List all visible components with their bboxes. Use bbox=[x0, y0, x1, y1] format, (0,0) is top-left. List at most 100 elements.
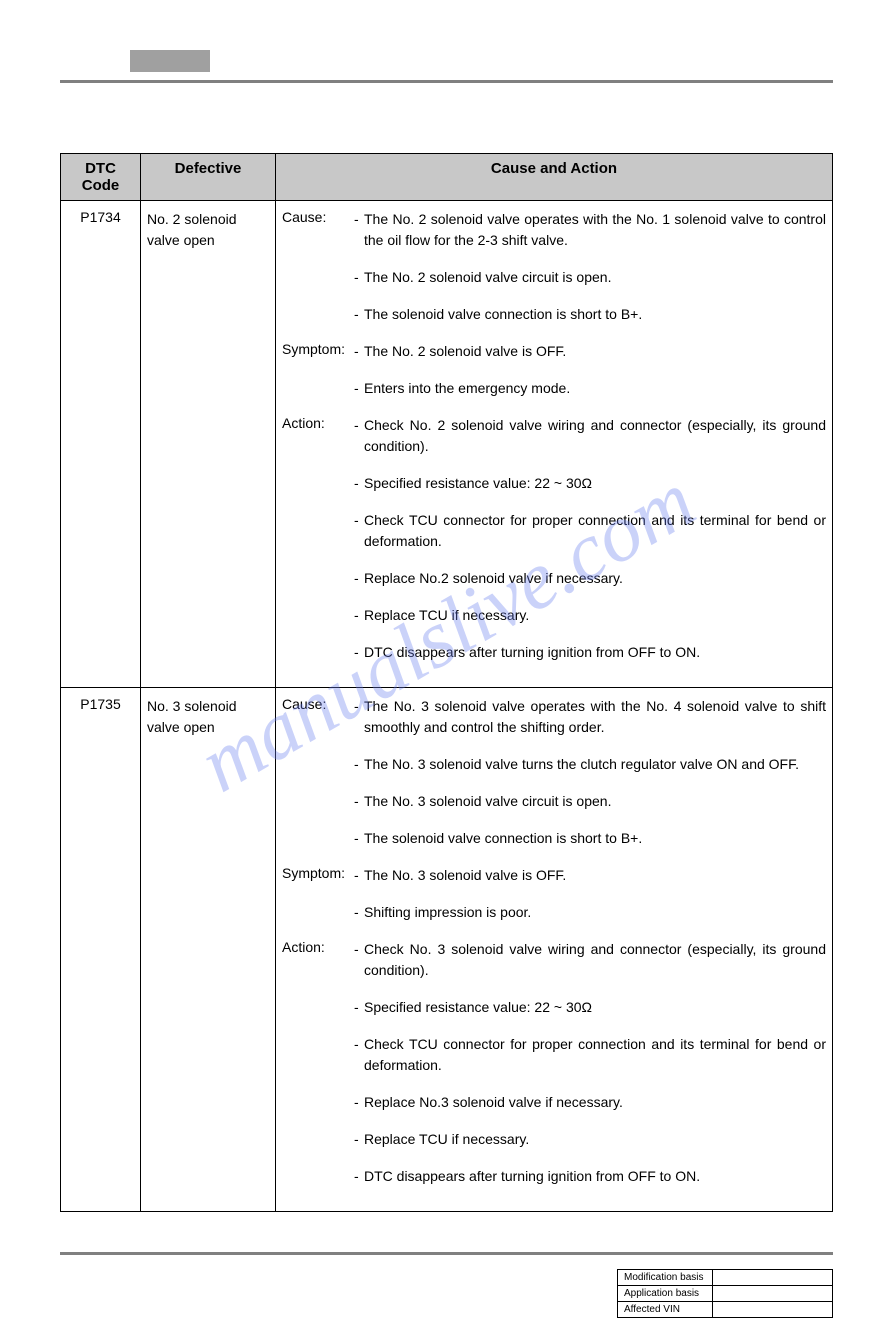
section-body: -The solenoid valve connection is short … bbox=[354, 828, 826, 859]
section-row: -The No. 2 solenoid valve circuit is ope… bbox=[282, 267, 826, 298]
list-item: -The No. 3 solenoid valve turns the clut… bbox=[354, 754, 826, 775]
list-item: -The solenoid valve connection is short … bbox=[354, 828, 826, 849]
footer-value bbox=[713, 1286, 833, 1302]
section-body: -The solenoid valve connection is short … bbox=[354, 304, 826, 335]
item-text: The No. 2 solenoid valve operates with t… bbox=[364, 209, 826, 251]
list-item: -Check No. 2 solenoid valve wiring and c… bbox=[354, 415, 826, 457]
section-row: -DTC disappears after turning ignition f… bbox=[282, 1166, 826, 1197]
list-item: -Shifting impression is poor. bbox=[354, 902, 826, 923]
dash-icon: - bbox=[354, 209, 364, 251]
list-item: -The No. 2 solenoid valve operates with … bbox=[354, 209, 826, 251]
dash-icon: - bbox=[354, 1129, 364, 1150]
item-text: Check TCU connector for proper connectio… bbox=[364, 1034, 826, 1076]
list-item: -Enters into the emergency mode. bbox=[354, 378, 826, 399]
header-cause-action: Cause and Action bbox=[276, 154, 833, 201]
section-row: -Check TCU connector for proper connecti… bbox=[282, 510, 826, 562]
section-label bbox=[282, 605, 354, 636]
section-row: -The solenoid valve connection is short … bbox=[282, 828, 826, 859]
section-row: Symptom:-The No. 2 solenoid valve is OFF… bbox=[282, 341, 826, 372]
section-body: -DTC disappears after turning ignition f… bbox=[354, 1166, 826, 1197]
list-item: -Specified resistance value: 22 ~ 30Ω bbox=[354, 473, 826, 494]
dash-icon: - bbox=[354, 341, 364, 362]
section-label bbox=[282, 267, 354, 298]
section-label: Symptom: bbox=[282, 341, 354, 372]
dash-icon: - bbox=[354, 1034, 364, 1076]
section-row: -Specified resistance value: 22 ~ 30Ω bbox=[282, 473, 826, 504]
dash-icon: - bbox=[354, 304, 364, 325]
dash-icon: - bbox=[354, 605, 364, 626]
section-row: -The No. 3 solenoid valve turns the clut… bbox=[282, 754, 826, 785]
section-row: -The No. 3 solenoid valve circuit is ope… bbox=[282, 791, 826, 822]
item-text: The No. 2 solenoid valve circuit is open… bbox=[364, 267, 826, 288]
section-label: Action: bbox=[282, 939, 354, 991]
item-text: Replace TCU if necessary. bbox=[364, 1129, 826, 1150]
section-label: Symptom: bbox=[282, 865, 354, 896]
dash-icon: - bbox=[354, 1166, 364, 1187]
section-row: Action:-Check No. 2 solenoid valve wirin… bbox=[282, 415, 826, 467]
section-label bbox=[282, 568, 354, 599]
item-text: Shifting impression is poor. bbox=[364, 902, 826, 923]
item-text: Specified resistance value: 22 ~ 30Ω bbox=[364, 473, 826, 494]
section-row: Cause:-The No. 3 solenoid valve operates… bbox=[282, 696, 826, 748]
item-text: Check TCU connector for proper connectio… bbox=[364, 510, 826, 552]
section-label bbox=[282, 902, 354, 933]
item-text: The solenoid valve connection is short t… bbox=[364, 304, 826, 325]
list-item: -The No. 3 solenoid valve operates with … bbox=[354, 696, 826, 738]
section-row: -Check TCU connector for proper connecti… bbox=[282, 1034, 826, 1086]
section-row: -Replace No.3 solenoid valve if necessar… bbox=[282, 1092, 826, 1123]
section-body: -The No. 2 solenoid valve circuit is ope… bbox=[354, 267, 826, 298]
dtc-code-cell: P1735 bbox=[61, 688, 141, 1212]
section-body: -The No. 3 solenoid valve circuit is ope… bbox=[354, 791, 826, 822]
section-row: -The solenoid valve connection is short … bbox=[282, 304, 826, 335]
dash-icon: - bbox=[354, 997, 364, 1018]
item-text: DTC disappears after turning ignition fr… bbox=[364, 642, 826, 663]
cause-action-cell: Cause:-The No. 2 solenoid valve operates… bbox=[276, 201, 833, 688]
item-text: Specified resistance value: 22 ~ 30Ω bbox=[364, 997, 826, 1018]
header-grey-block bbox=[130, 50, 210, 72]
footer-label: Affected VIN bbox=[618, 1302, 713, 1318]
table-row: P1735No. 3 solenoid valve openCause:-The… bbox=[61, 688, 833, 1212]
dash-icon: - bbox=[354, 902, 364, 923]
list-item: -Replace No.2 solenoid valve if necessar… bbox=[354, 568, 826, 589]
footer-value bbox=[713, 1302, 833, 1318]
section-label bbox=[282, 1034, 354, 1086]
section-body: -Enters into the emergency mode. bbox=[354, 378, 826, 409]
item-text: Enters into the emergency mode. bbox=[364, 378, 826, 399]
list-item: -Check TCU connector for proper connecti… bbox=[354, 1034, 826, 1076]
footer-row: Application basis bbox=[618, 1286, 833, 1302]
section-row: Cause:-The No. 2 solenoid valve operates… bbox=[282, 209, 826, 261]
dash-icon: - bbox=[354, 642, 364, 663]
dash-icon: - bbox=[354, 415, 364, 457]
section-label: Action: bbox=[282, 415, 354, 467]
section-body: -The No. 2 solenoid valve is OFF. bbox=[354, 341, 826, 372]
item-text: Check No. 3 solenoid valve wiring and co… bbox=[364, 939, 826, 981]
section-row: -Replace No.2 solenoid valve if necessar… bbox=[282, 568, 826, 599]
item-text: The No. 3 solenoid valve turns the clutc… bbox=[364, 754, 826, 775]
item-text: The No. 3 solenoid valve is OFF. bbox=[364, 865, 826, 886]
item-text: The No. 3 solenoid valve circuit is open… bbox=[364, 791, 826, 812]
section-body: -Check No. 2 solenoid valve wiring and c… bbox=[354, 415, 826, 467]
dash-icon: - bbox=[354, 568, 364, 589]
list-item: -The No. 3 solenoid valve is OFF. bbox=[354, 865, 826, 886]
footer-row: Modification basis bbox=[618, 1270, 833, 1286]
section-label bbox=[282, 510, 354, 562]
section-row: -Replace TCU if necessary. bbox=[282, 605, 826, 636]
dash-icon: - bbox=[354, 791, 364, 812]
item-text: DTC disappears after turning ignition fr… bbox=[364, 1166, 826, 1187]
bottom-horizontal-rule bbox=[60, 1252, 833, 1255]
list-item: -The No. 2 solenoid valve circuit is ope… bbox=[354, 267, 826, 288]
dtc-code-cell: P1734 bbox=[61, 201, 141, 688]
section-label bbox=[282, 828, 354, 859]
dash-icon: - bbox=[354, 510, 364, 552]
table-header-row: DTC Code Defective Cause and Action bbox=[61, 154, 833, 201]
footer-value bbox=[713, 1270, 833, 1286]
item-text: Replace No.2 solenoid valve if necessary… bbox=[364, 568, 826, 589]
cause-action-cell: Cause:-The No. 3 solenoid valve operates… bbox=[276, 688, 833, 1212]
item-text: The No. 3 solenoid valve operates with t… bbox=[364, 696, 826, 738]
dash-icon: - bbox=[354, 696, 364, 738]
section-label bbox=[282, 473, 354, 504]
section-body: -Check TCU connector for proper connecti… bbox=[354, 510, 826, 562]
table-row: P1734No. 2 solenoid valve openCause:-The… bbox=[61, 201, 833, 688]
footer-label: Modification basis bbox=[618, 1270, 713, 1286]
section-body: -The No. 3 solenoid valve is OFF. bbox=[354, 865, 826, 896]
